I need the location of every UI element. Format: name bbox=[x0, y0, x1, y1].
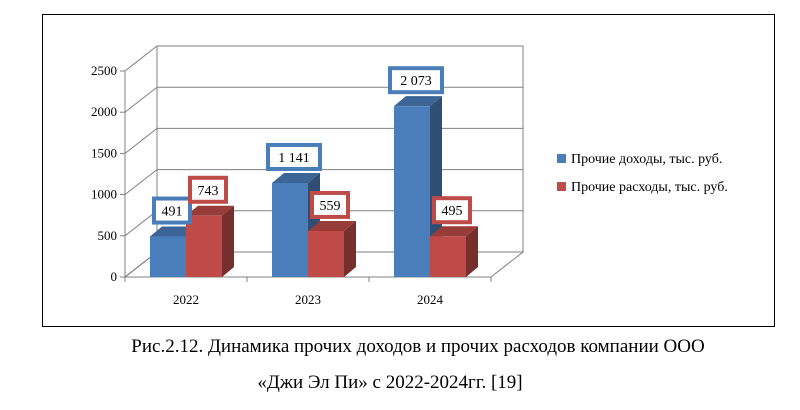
data-label-box bbox=[432, 196, 472, 225]
data-label-text: 2 073 bbox=[400, 74, 432, 89]
data-label-text: 559 bbox=[320, 199, 341, 214]
data-label-box bbox=[388, 66, 444, 95]
figure-caption-line-1: Рис.2.12. Динамика прочих доходов и проч… bbox=[131, 336, 705, 357]
gridline bbox=[124, 86, 523, 113]
bar-side bbox=[344, 220, 356, 277]
x-tick-label: 2023 bbox=[295, 292, 321, 307]
y-tick-label: 500 bbox=[98, 228, 118, 243]
legend-swatch bbox=[557, 154, 566, 163]
bar-chart: 0 500 1000 1500 2000 2500 2022 2023 2024 491 743 1… bbox=[91, 45, 728, 307]
y-tick-label: 2000 bbox=[91, 104, 117, 119]
gridline bbox=[124, 127, 523, 154]
legend-item-income: Прочие доходы, тыс. руб. bbox=[557, 152, 722, 167]
gridline bbox=[124, 45, 523, 72]
data-label-expense-2022: 743 bbox=[188, 175, 228, 204]
bar-front bbox=[186, 215, 222, 277]
data-label-box bbox=[188, 175, 228, 204]
legend-item-expense: Прочие расходы, тыс. руб. bbox=[557, 180, 728, 195]
bar-front bbox=[394, 106, 430, 277]
data-label-income-2024: 2 073 bbox=[388, 66, 444, 95]
data-label-income-2022: 491 bbox=[152, 196, 192, 225]
legend-label: Прочие доходы, тыс. руб. bbox=[571, 152, 722, 167]
bar-expense-2024 bbox=[430, 226, 478, 277]
bar-side bbox=[466, 226, 478, 277]
bar-side bbox=[222, 205, 234, 277]
x-tick-label: 2024 bbox=[417, 292, 444, 307]
y-tick-label: 2500 bbox=[91, 63, 117, 78]
data-label-expense-2023: 559 bbox=[310, 190, 350, 219]
bar-top bbox=[308, 220, 356, 231]
y-tick-label: 1500 bbox=[91, 145, 117, 160]
bar-top bbox=[186, 205, 234, 216]
data-label-text: 743 bbox=[198, 184, 219, 199]
data-label-box bbox=[310, 190, 350, 219]
data-label-text: 1 141 bbox=[278, 151, 310, 166]
figure-caption-line-2: «Джи Эл Пи» с 2022-2024гг. [19] bbox=[257, 372, 523, 393]
y-tick-label: 0 bbox=[111, 269, 118, 284]
bar-front bbox=[150, 236, 186, 277]
bar-income-2024 bbox=[394, 96, 442, 277]
data-label-box bbox=[152, 196, 192, 225]
chart-frame: 0 500 1000 1500 2000 2500 2022 2023 2024 491 743 1… bbox=[42, 14, 775, 327]
data-label-income-2023: 1 141 bbox=[266, 142, 322, 171]
bar-top bbox=[430, 226, 478, 237]
bar-expense-2023 bbox=[308, 220, 356, 277]
gridline bbox=[124, 169, 523, 195]
x-tick-label: 2022 bbox=[173, 292, 199, 307]
data-label-box bbox=[266, 142, 322, 171]
bar-front bbox=[272, 182, 308, 277]
bar-front bbox=[430, 236, 466, 277]
y-tick-label: 1000 bbox=[91, 187, 117, 202]
data-label-text: 495 bbox=[442, 204, 463, 219]
legend-swatch bbox=[557, 182, 566, 191]
bar-front bbox=[308, 230, 344, 277]
data-label-expense-2024: 495 bbox=[432, 196, 472, 225]
bar-top bbox=[272, 172, 320, 183]
legend-label: Прочие расходы, тыс. руб. bbox=[571, 180, 728, 195]
bar-top bbox=[394, 96, 442, 107]
data-label-text: 491 bbox=[162, 205, 183, 220]
bar-expense-2022 bbox=[186, 205, 234, 277]
